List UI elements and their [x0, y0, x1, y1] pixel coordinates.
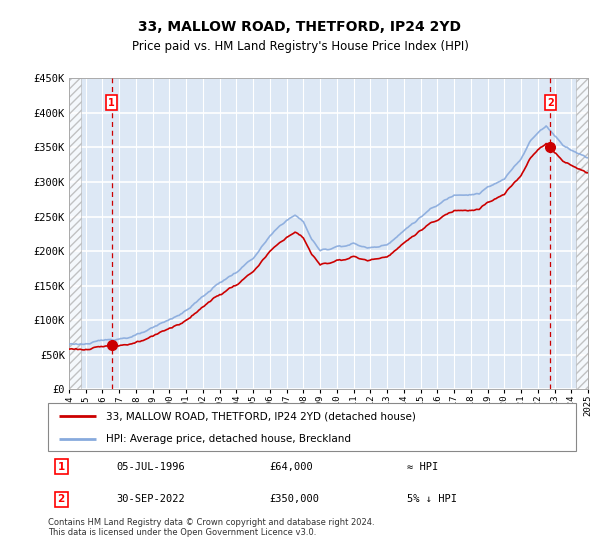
Text: 5% ↓ HPI: 5% ↓ HPI	[407, 494, 457, 505]
Text: 1: 1	[108, 97, 115, 108]
Text: 2: 2	[547, 97, 554, 108]
Text: ≈ HPI: ≈ HPI	[407, 461, 438, 472]
Text: £64,000: £64,000	[270, 461, 314, 472]
Text: 05-JUL-1996: 05-JUL-1996	[116, 461, 185, 472]
Bar	[69, 78, 81, 389]
Text: 1: 1	[58, 461, 65, 472]
Text: 30-SEP-2022: 30-SEP-2022	[116, 494, 185, 505]
Text: Contains HM Land Registry data © Crown copyright and database right 2024.
This d: Contains HM Land Registry data © Crown c…	[48, 518, 374, 538]
Text: 33, MALLOW ROAD, THETFORD, IP24 2YD (detached house): 33, MALLOW ROAD, THETFORD, IP24 2YD (det…	[106, 411, 416, 421]
Text: 33, MALLOW ROAD, THETFORD, IP24 2YD: 33, MALLOW ROAD, THETFORD, IP24 2YD	[139, 20, 461, 34]
Text: HPI: Average price, detached house, Breckland: HPI: Average price, detached house, Brec…	[106, 434, 351, 444]
Text: 2: 2	[58, 494, 65, 505]
FancyBboxPatch shape	[48, 403, 576, 451]
Text: £350,000: £350,000	[270, 494, 320, 505]
Bar	[576, 78, 588, 389]
Text: Price paid vs. HM Land Registry's House Price Index (HPI): Price paid vs. HM Land Registry's House …	[131, 40, 469, 53]
